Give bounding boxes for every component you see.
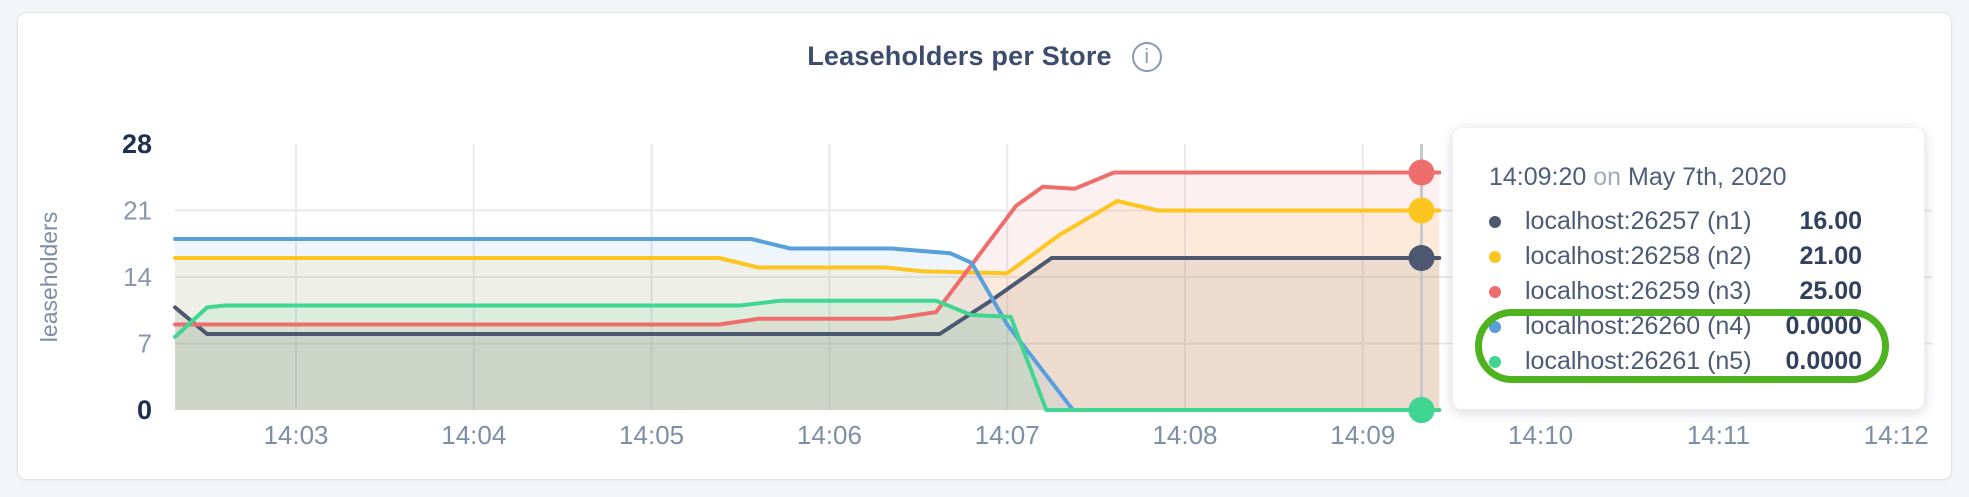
y-tick-label: 21 bbox=[123, 196, 152, 226]
hover-dot bbox=[1408, 397, 1435, 423]
series-label: localhost:26261 (n5) bbox=[1525, 347, 1752, 375]
series-color-dot bbox=[1489, 355, 1501, 368]
x-tick-label: 14:11 bbox=[1687, 420, 1750, 450]
x-tick-label: 14:07 bbox=[975, 420, 1040, 450]
tooltip-rows: localhost:26257 (n1) 16.00 localhost:26258… bbox=[1489, 204, 1862, 379]
series-label: localhost:26260 (n4) bbox=[1525, 312, 1752, 340]
tooltip-conjunction: on bbox=[1593, 163, 1622, 191]
hover-dot bbox=[1408, 159, 1435, 186]
series-line bbox=[173, 256, 1442, 336]
x-tick-label: 14:06 bbox=[797, 420, 862, 450]
tooltip-row: localhost:26261 (n5) 0.0000 bbox=[1489, 344, 1862, 379]
series-color-dot bbox=[1489, 215, 1501, 228]
series-area bbox=[175, 239, 1440, 410]
x-tick-label: 14:08 bbox=[1152, 420, 1217, 450]
series-area bbox=[175, 172, 1440, 410]
series-value: 0.0000 bbox=[1785, 347, 1862, 375]
series-label: localhost:26259 (n3) bbox=[1525, 277, 1752, 305]
series-label: localhost:26258 (n2) bbox=[1525, 242, 1752, 270]
y-tick-label: 0 bbox=[137, 395, 152, 425]
tooltip-row: localhost:26259 (n3) 25.00 bbox=[1489, 274, 1862, 309]
x-tick-label: 14:09 bbox=[1330, 420, 1395, 450]
hover-dot bbox=[1408, 197, 1435, 224]
tooltip-header: 14:09:20 on May 7th, 2020 bbox=[1489, 162, 1862, 192]
tooltip-date: May 7th, 2020 bbox=[1628, 163, 1787, 191]
chart-title: Leaseholders per Store bbox=[807, 41, 1112, 71]
tooltip-row: localhost:26257 (n1) 16.00 bbox=[1489, 204, 1862, 239]
series-color-dot bbox=[1489, 320, 1501, 333]
x-tick-label: 14:03 bbox=[263, 420, 328, 450]
chart-tooltip: 14:09:20 on May 7th, 2020 localhost:2625… bbox=[1452, 127, 1925, 410]
series-color-dot bbox=[1489, 285, 1501, 298]
info-icon[interactable]: i bbox=[1131, 41, 1162, 72]
tooltip-row: localhost:26260 (n4) 0.0000 bbox=[1489, 309, 1862, 344]
y-tick-label: 7 bbox=[138, 329, 152, 359]
series-label: localhost:26257 (n1) bbox=[1525, 207, 1752, 235]
chart-header: Leaseholders per Store i bbox=[18, 41, 1951, 72]
x-tick-label: 14:04 bbox=[441, 420, 506, 450]
series-line bbox=[173, 237, 1442, 412]
series-color-dot bbox=[1489, 250, 1501, 263]
tooltip-row: localhost:26258 (n2) 21.00 bbox=[1489, 239, 1862, 274]
y-tick-label: 14 bbox=[123, 262, 152, 292]
x-tick-label: 14:10 bbox=[1508, 420, 1573, 450]
tooltip-time: 14:09:20 bbox=[1489, 163, 1587, 191]
x-tick-label: 14:05 bbox=[619, 420, 684, 450]
y-axis-title: leaseholders bbox=[36, 212, 62, 342]
series-line bbox=[173, 298, 1442, 412]
x-tick-label: 14:12 bbox=[1864, 420, 1929, 450]
series-area bbox=[175, 201, 1440, 410]
series-value: 21.00 bbox=[1799, 242, 1862, 270]
series-area bbox=[175, 300, 1440, 410]
series-value: 16.00 bbox=[1799, 207, 1862, 235]
series-value: 25.00 bbox=[1799, 277, 1862, 305]
hover-dot bbox=[1408, 245, 1435, 271]
series-line bbox=[173, 170, 1442, 327]
y-tick-label: 28 bbox=[122, 129, 152, 159]
series-value: 0.0000 bbox=[1785, 312, 1862, 340]
